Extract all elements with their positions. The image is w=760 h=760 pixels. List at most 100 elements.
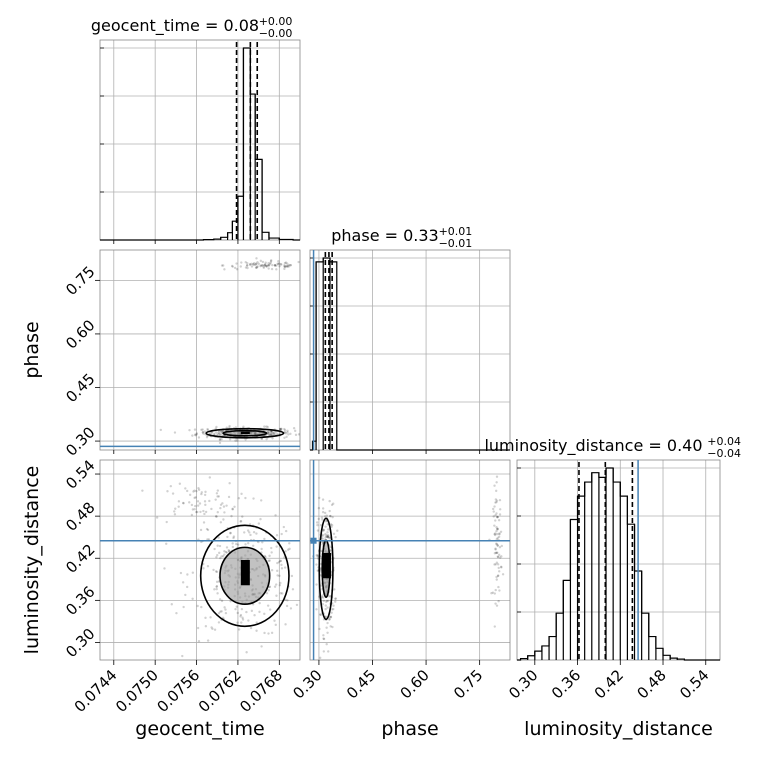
scatter-point xyxy=(197,488,201,491)
scatter-point xyxy=(270,267,274,271)
scatter-point xyxy=(273,264,277,267)
scatter-point xyxy=(324,607,327,611)
scatter-point xyxy=(329,615,333,618)
scatter-point xyxy=(277,259,280,263)
scatter-point xyxy=(292,427,296,430)
scatter-point xyxy=(285,604,289,608)
scatter-point xyxy=(494,547,497,550)
scatter-point xyxy=(202,509,205,513)
scatter-point xyxy=(217,495,221,498)
scatter-point xyxy=(318,627,321,631)
scatter-point xyxy=(279,427,283,431)
scatter-point xyxy=(175,611,178,615)
scatter-point xyxy=(496,528,499,531)
scatter-point xyxy=(239,615,242,618)
scatter-point xyxy=(317,517,320,521)
scatter-point xyxy=(494,532,497,535)
scatter-point xyxy=(494,563,497,566)
scatter-point xyxy=(237,628,241,631)
scatter-point xyxy=(263,264,267,267)
scatter-point xyxy=(231,545,235,549)
scatter-point xyxy=(270,569,274,572)
scatter-point xyxy=(493,505,496,508)
scatter-point xyxy=(255,266,258,269)
scatter-panel-geocent_time_vs_luminosity_distance xyxy=(99,459,304,661)
scatter-point xyxy=(201,431,205,434)
scatter-point xyxy=(193,433,197,436)
scatter-point xyxy=(265,264,268,268)
scatter-point xyxy=(276,574,279,577)
scatter-point xyxy=(257,540,260,544)
scatter-point xyxy=(249,263,252,267)
scatter-point xyxy=(326,531,329,534)
scatter-point xyxy=(265,437,268,441)
scatter-point xyxy=(284,623,287,626)
scatter-point xyxy=(213,547,216,551)
scatter-point xyxy=(276,432,279,436)
scatter-point xyxy=(498,556,502,559)
scatter-point xyxy=(276,569,279,573)
scatter-point xyxy=(210,431,213,434)
scatter-point xyxy=(254,266,258,269)
scatter-point xyxy=(326,535,330,539)
scatter-point xyxy=(225,551,229,554)
scatter-point xyxy=(193,508,196,511)
scatter-point xyxy=(210,507,213,511)
scatter-point xyxy=(278,265,281,268)
scatter-point xyxy=(286,265,289,268)
scatter-point xyxy=(328,509,331,513)
scatter-point xyxy=(261,264,264,267)
scatter-point xyxy=(495,512,498,515)
scatter-point xyxy=(495,542,498,545)
scatter-point xyxy=(214,515,218,518)
scatter-point xyxy=(326,534,330,537)
scatter-point xyxy=(495,500,498,504)
scatter-point xyxy=(334,600,337,603)
scatter-point xyxy=(229,600,232,603)
scatter-point xyxy=(190,513,194,517)
scatter-point xyxy=(240,607,244,611)
scatter-point xyxy=(283,427,286,431)
scatter-point xyxy=(274,623,277,627)
scatter-point xyxy=(501,573,505,576)
scatter-point xyxy=(326,606,329,609)
scatter-point xyxy=(263,612,266,616)
scatter-point xyxy=(493,552,497,555)
scatter-point xyxy=(493,484,496,487)
scatter-point xyxy=(273,619,276,622)
scatter-point xyxy=(321,594,324,597)
scatter-point xyxy=(216,511,219,514)
scatter-point xyxy=(199,528,203,532)
scatter-point xyxy=(188,428,191,432)
scatter-point xyxy=(232,536,235,540)
scatter-point xyxy=(218,432,221,435)
scatter-point xyxy=(236,611,239,615)
scatter-point xyxy=(230,264,234,268)
y-tick-label: 0.54 xyxy=(62,456,98,492)
scatter-point xyxy=(303,265,305,267)
x-tick-label: 0.36 xyxy=(548,666,584,702)
scatter-point xyxy=(319,523,323,527)
scatter-point xyxy=(200,492,203,496)
scatter-point xyxy=(270,546,273,550)
scatter-point xyxy=(216,495,219,498)
scatter-point xyxy=(302,594,304,596)
scatter-point xyxy=(184,487,187,490)
scatter-point xyxy=(191,434,194,437)
scatter-point xyxy=(274,514,277,517)
scatter-point xyxy=(329,514,332,518)
scatter-point xyxy=(222,518,225,521)
scatter-point xyxy=(279,592,282,595)
scatter-point xyxy=(493,592,497,595)
scatter-points xyxy=(141,476,304,658)
scatter-point xyxy=(295,603,299,607)
scatter-point xyxy=(228,424,231,428)
scatter-point xyxy=(219,556,222,560)
scatter-point xyxy=(247,619,250,622)
scatter-point xyxy=(214,570,218,573)
scatter-point xyxy=(283,431,287,434)
scatter-point xyxy=(220,264,224,267)
scatter-point xyxy=(222,429,225,433)
scatter-point xyxy=(256,261,259,264)
scatter-point xyxy=(273,430,276,434)
